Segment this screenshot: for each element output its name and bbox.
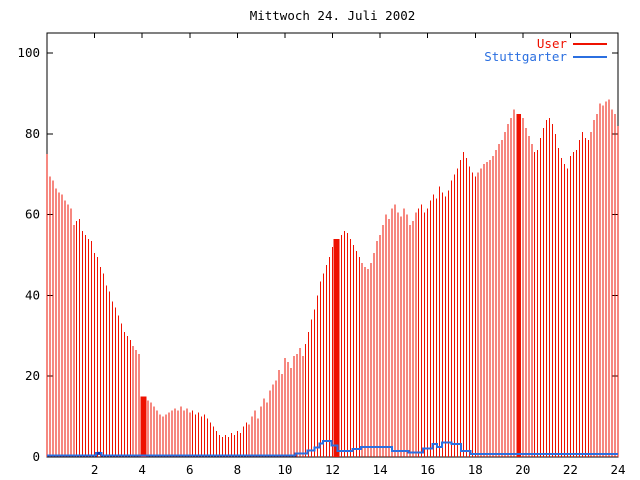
- x-tick-label: 6: [186, 462, 194, 477]
- x-tick-label: 8: [234, 462, 242, 477]
- legend-item-stuttgarter: Stuttgarter: [484, 50, 607, 63]
- legend-label-user: User: [536, 36, 567, 51]
- legend-label-stuttgarter: Stuttgarter: [484, 49, 567, 64]
- x-tick-label: 20: [515, 462, 530, 477]
- y-tick-label: 100: [17, 45, 40, 60]
- x-tick-label: 2: [91, 462, 99, 477]
- y-tick-label: 60: [25, 207, 40, 222]
- x-tick-label: 14: [373, 462, 388, 477]
- legend-item-user: User: [537, 37, 607, 50]
- stuttgarter-line-series: [47, 439, 618, 457]
- legend-line-sample-user: [573, 42, 607, 45]
- y-tick-label: 80: [25, 126, 40, 141]
- y-tick-label: 40: [25, 287, 40, 302]
- x-tick-label: 22: [563, 462, 578, 477]
- x-tick-label: 18: [468, 462, 483, 477]
- x-tick-label: 4: [138, 462, 146, 477]
- dense-impulse-band: [333, 238, 340, 457]
- chart-title: Mittwoch 24. Juli 2002: [249, 8, 416, 23]
- y-tick-label: 0: [32, 449, 40, 464]
- legend-line-sample-stuttgarter: [573, 55, 607, 58]
- stuttgarter-point-marker: [97, 451, 101, 455]
- legend: User Stuttgarter: [484, 37, 607, 63]
- x-tick-label: 16: [420, 462, 435, 477]
- dense-impulse-band: [140, 396, 147, 457]
- user-impulses-series: [46, 99, 619, 457]
- x-tick-label: 12: [325, 462, 340, 477]
- x-tick-label: 24: [610, 462, 625, 477]
- x-tick-label: 10: [277, 462, 292, 477]
- y-tick-label: 20: [25, 368, 40, 383]
- dense-impulse-band: [516, 113, 522, 457]
